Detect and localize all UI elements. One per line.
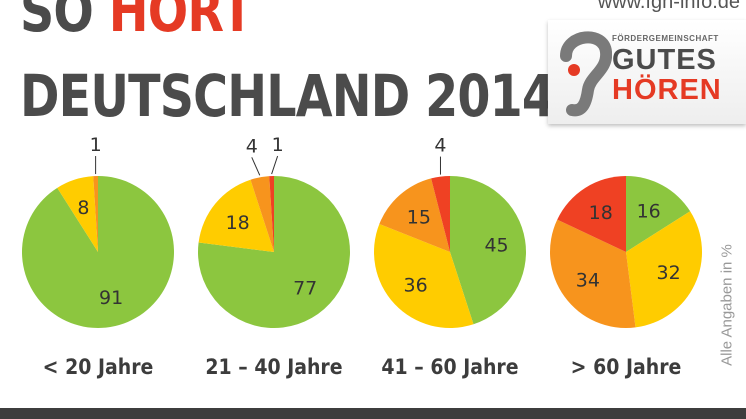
footer-bar (0, 408, 746, 419)
pie-3-value-label-4: 4 (434, 135, 446, 157)
pie-2-slice-4 (269, 176, 274, 252)
fgh-logo: FÖRDERGEMEINSCHAFT GUTES HÖREN (548, 20, 746, 124)
logo-line1: GUTES (612, 44, 717, 76)
logo-small-text: FÖRDERGEMEINSCHAFT (612, 34, 719, 43)
pie-2-value-label-2: 18 (226, 212, 250, 234)
pie-2-leader-3 (251, 157, 261, 176)
pie-3-slice-4 (431, 176, 450, 252)
pie-2-slice-3 (250, 176, 274, 252)
headline-line2: DEUTSCHLAND 2014: (20, 62, 573, 130)
headline-highlight: HÖRT (108, 0, 254, 45)
logo-line2: HÖREN (612, 74, 722, 106)
pie-3-value-label-3: 15 (407, 207, 431, 229)
pie-3-value-label-2: 36 (404, 274, 428, 296)
pie-3-slice-1 (450, 176, 527, 325)
pie-3-slice-3 (379, 178, 450, 252)
pie-2-value-label-1: 77 (293, 277, 317, 299)
pie-4-slice-3 (550, 219, 636, 328)
pie-1-value-label-2: 8 (77, 197, 89, 219)
pie-3-title: 41 – 60 Jahre (381, 355, 519, 379)
pie-2-title: 21 – 40 Jahre (205, 355, 343, 379)
pie-4-slice-1 (626, 176, 691, 252)
pie-1-value-label-1: 91 (99, 287, 123, 309)
pie-1-slice-3 (93, 176, 98, 252)
pie-4-value-label-2: 32 (657, 262, 681, 284)
pie-2-value-label-3: 4 (246, 135, 258, 157)
pie-4-slice-4 (557, 176, 626, 252)
pie-3-value-label-1: 45 (484, 235, 508, 257)
ear-icon (560, 31, 612, 117)
pie-1-value-label-3: 1 (90, 134, 102, 156)
pie-1-title: < 20 Jahre (42, 355, 154, 379)
headline-line1: SO HÖRT (20, 0, 253, 40)
pie-4-value-label-4: 18 (589, 202, 613, 224)
pie-3-slice-2 (374, 224, 474, 328)
pie-4-value-label-3: 34 (576, 270, 600, 292)
pie-2-value-label-4: 1 (272, 134, 284, 156)
website-url[interactable]: www.fgh-info.de (597, 0, 740, 13)
pie-4-value-label-1: 16 (637, 201, 661, 223)
units-note: Alle Angaben in % (718, 244, 736, 366)
pie-2-slice-2 (198, 179, 274, 252)
pie-4-title: > 60 Jahre (570, 355, 682, 379)
pie-1-slice-2 (57, 176, 98, 252)
headline-prefix: SO (20, 0, 109, 45)
pie-2-leader-4 (271, 155, 279, 175)
pie-4-slice-2 (626, 211, 702, 328)
